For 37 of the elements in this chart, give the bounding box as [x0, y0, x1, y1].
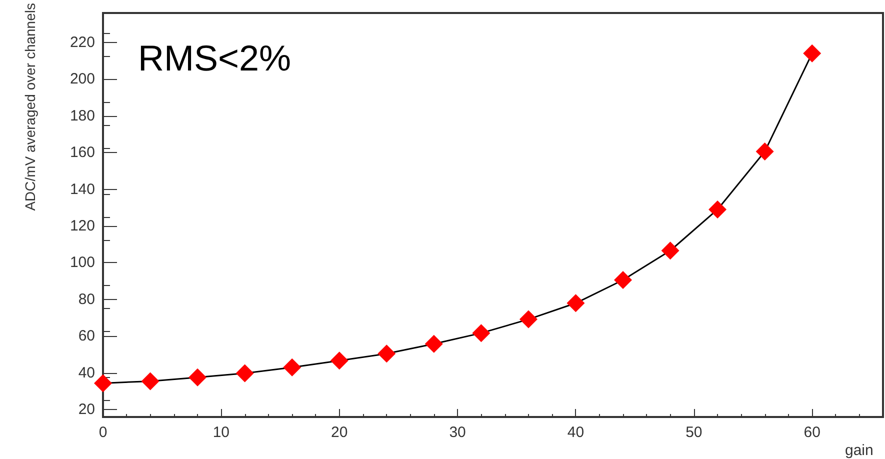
y-tick-label: 40 — [78, 364, 95, 382]
x-tick-label: 10 — [212, 424, 230, 441]
point — [708, 200, 727, 218]
x-tick-label: 20 — [331, 424, 348, 441]
x-tick-label: 60 — [804, 424, 820, 441]
x-tick-label: 40 — [567, 424, 584, 441]
y-tick-label: 60 — [78, 328, 95, 345]
x-tick-label: 0 — [98, 424, 108, 441]
y-tick-label: 100 — [70, 254, 95, 272]
y-tick-label: 180 — [70, 107, 95, 124]
point — [519, 310, 538, 328]
point — [188, 368, 207, 386]
x-tick-label: 50 — [686, 424, 702, 441]
y-tick-label: 120 — [70, 218, 95, 235]
x-axis-title: gain — [845, 442, 874, 459]
y-axis-title: ADC/mV averaged over channels — [22, 3, 38, 211]
point — [236, 364, 254, 382]
x-tick-label: 30 — [449, 424, 466, 441]
point — [141, 372, 160, 390]
point — [803, 44, 822, 62]
point — [94, 374, 112, 392]
point — [614, 271, 632, 290]
point — [378, 344, 396, 363]
point — [283, 358, 302, 376]
point — [566, 294, 585, 312]
point — [472, 324, 490, 342]
y-tick-label: 220 — [70, 34, 95, 51]
point — [661, 242, 680, 260]
y-tick-label: 140 — [70, 180, 95, 198]
y-tick-label: 80 — [78, 290, 95, 308]
point — [424, 334, 443, 353]
y-tick-label: 200 — [70, 70, 95, 88]
y-tick-label: 20 — [78, 401, 95, 418]
y-tick-label: 160 — [70, 144, 95, 162]
point — [330, 352, 348, 370]
annotation: RMS<2% — [138, 38, 292, 78]
point — [756, 142, 774, 160]
